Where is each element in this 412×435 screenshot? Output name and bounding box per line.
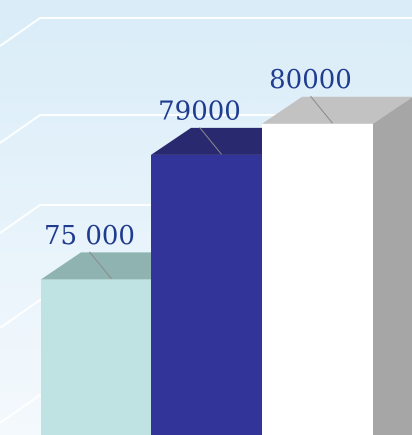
bar-top — [262, 96, 412, 124]
gridline — [0, 17, 412, 47]
label-leader-line — [89, 251, 112, 280]
label-leader-line — [199, 127, 222, 155]
bar — [41, 279, 152, 435]
data-label: 75 000 — [44, 221, 135, 251]
bar-side — [373, 97, 412, 435]
data-label: 79000 — [158, 96, 241, 126]
label-leader-line — [310, 95, 333, 124]
bar — [262, 123, 373, 435]
data-label: 80000 — [269, 65, 352, 95]
bars — [41, 96, 412, 435]
bar — [151, 154, 262, 435]
data-labels: 75 000 79000 80000 — [44, 65, 352, 280]
